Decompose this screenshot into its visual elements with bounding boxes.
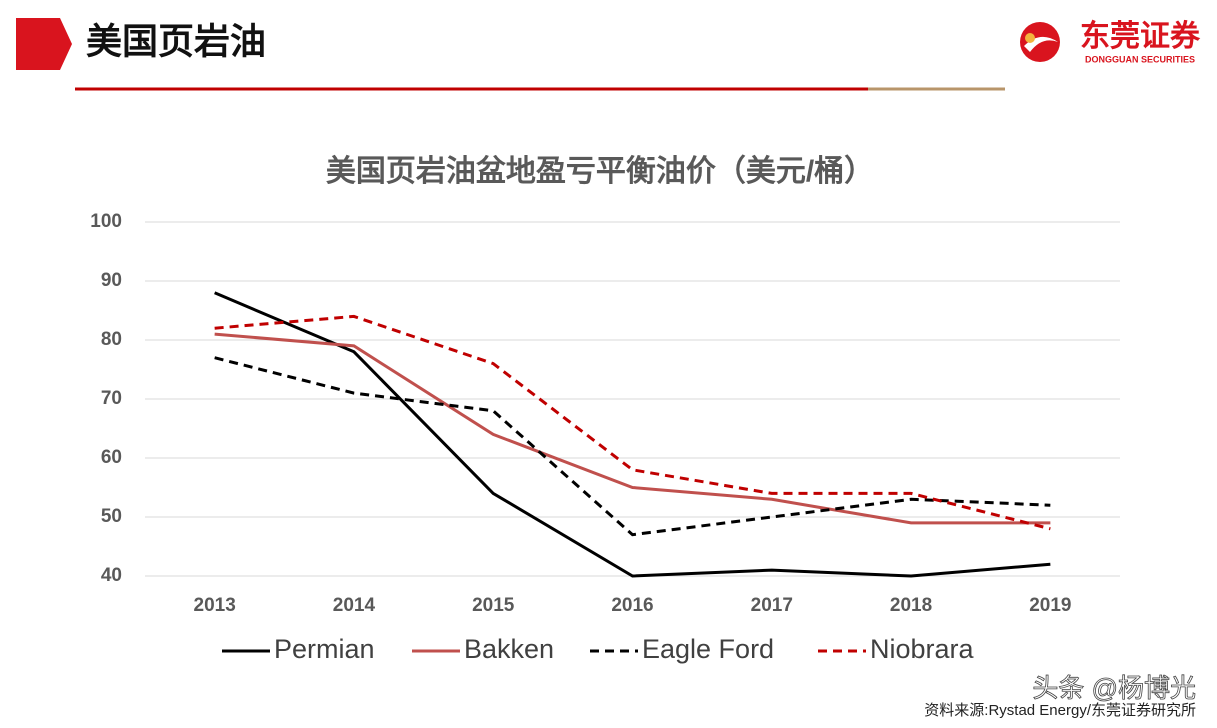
y-tick-label: 50 [101,506,122,527]
y-tick-label: 70 [101,388,122,409]
legend-label: Permian [274,634,375,664]
y-tick-label: 80 [101,329,122,350]
source-note: 资料来源:Rystad Energy/东莞证券研究所 [924,702,1196,719]
legend-label: Bakken [464,634,554,664]
logo: 东莞证券 DONGGUAN SECURITIES [1020,19,1201,64]
x-tick-label: 2013 [194,595,236,616]
chart-title: 美国页岩油盆地盈亏平衡油价（美元/桶） [326,154,874,188]
logo-dot [1025,33,1035,43]
y-tick-label: 60 [101,447,122,468]
watermark: 头条 @杨博光 [1032,673,1196,703]
header-title: 美国页岩油 [86,21,266,62]
x-tick-label: 2015 [472,595,515,616]
series-line [214,332,1051,525]
x-tick-label: 2014 [333,595,376,616]
series-line [214,356,1051,537]
y-tick-label: 40 [101,565,122,586]
logo-subtitle: DONGGUAN SECURITIES [1085,54,1195,64]
y-tick-label: 90 [101,270,122,291]
x-tick-label: 2016 [611,595,653,616]
logo-name: 东莞证券 [1080,19,1201,54]
legend-label: Eagle Ford [642,634,774,664]
x-tick-label: 2019 [1029,595,1071,616]
x-tick-label: 2017 [751,595,793,616]
legend-label: Niobrara [870,634,975,664]
x-tick-label: 2018 [890,595,932,616]
header-flag [16,18,72,70]
y-tick-label: 100 [90,211,122,232]
series-line [214,291,1051,578]
series-line [214,314,1051,531]
